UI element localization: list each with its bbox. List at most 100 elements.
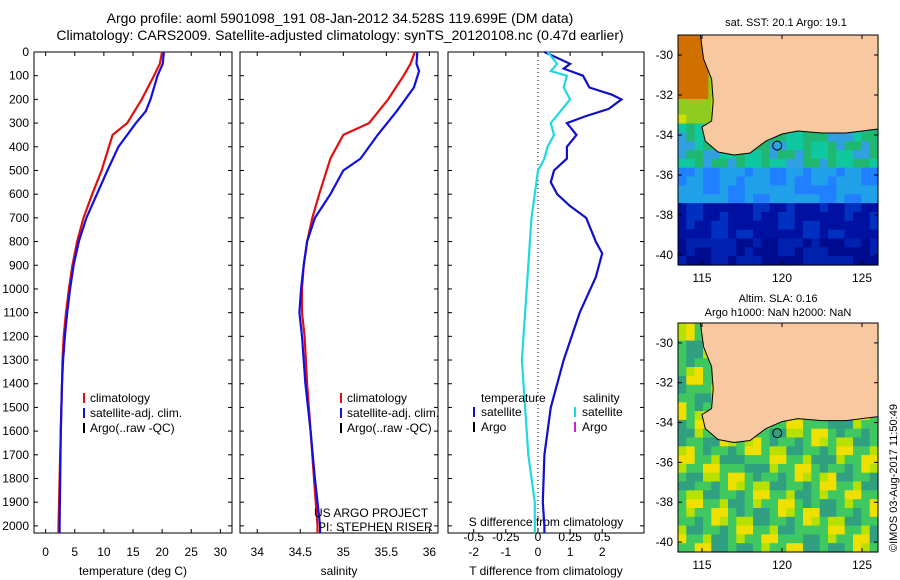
map-cell-sst-map [753, 238, 762, 248]
map-cell-sst-map [786, 211, 796, 222]
map-cell-sst-map [769, 247, 779, 257]
map-frame-sst-map [677, 34, 879, 266]
map-cell-sla-map [703, 472, 712, 483]
map-cell-sla-map [736, 516, 746, 527]
map-cell-sla-map [861, 437, 871, 447]
map-cell-sst-map [836, 150, 846, 160]
map-cell-sla-map [711, 472, 721, 483]
map-cell-sla-map [736, 437, 746, 447]
map-cell-sla-map [861, 428, 871, 439]
map-cell-sla-map [819, 490, 829, 500]
map-cell-sst-map [761, 229, 771, 239]
map-cell-sla-map [694, 384, 704, 395]
map-cell-sla-map [736, 543, 746, 553]
map-cell-sla-map [786, 490, 796, 500]
map-cell-sla-map [761, 472, 771, 483]
map-cell-sla-map [861, 446, 871, 456]
map-cell-sla-map [694, 331, 704, 342]
map-cell-sst-map [744, 229, 754, 239]
map-cell-sla-map [778, 472, 787, 483]
map-cell-sla-map [869, 463, 879, 474]
map-cell-sla-map [753, 455, 762, 465]
map-sst-map [678, 34, 879, 266]
map-cell-sst-map [694, 220, 704, 231]
map-cell-sla-map [853, 516, 862, 527]
map-cell-sst-map [719, 211, 729, 222]
map-cell-sst-map [803, 158, 812, 169]
map-cell-sst-map [853, 185, 862, 195]
map-cell-sst-map [686, 114, 696, 124]
map-cell-sst-map [828, 256, 837, 266]
map-y-tick-label-sla-map: -34 [656, 416, 674, 430]
map-cell-sst-map [703, 158, 712, 169]
map-cell-sla-map [778, 499, 787, 509]
y-tick-label: 100 [9, 69, 29, 83]
map-cell-sst-map [744, 150, 754, 160]
map-cell-sla-map [828, 508, 837, 518]
map-cell-sla-map [844, 508, 854, 518]
map-cell-sla-map [828, 490, 837, 500]
map-cell-sst-map [819, 203, 829, 213]
plot-frame-salinity [239, 51, 439, 534]
map-cell-sla-map [861, 472, 871, 483]
map-cell-sla-map [694, 437, 704, 447]
map-cell-sla-map [819, 437, 829, 447]
map-cell-sla-map [678, 490, 687, 500]
map-cell-sla-map [811, 534, 821, 544]
map-cell-sst-map [728, 203, 737, 213]
map-cell-sla-map [686, 384, 696, 395]
x-tick-label-differences: 1 [567, 545, 574, 559]
map-cell-sla-map [678, 411, 687, 421]
map-cell-sst-map [803, 132, 812, 142]
map-cell-sla-map [778, 490, 787, 500]
map-cell-sla-map [811, 419, 821, 430]
map-cell-sst-map [869, 150, 879, 160]
map-cell-sla-map [828, 534, 837, 544]
map-cell-sst-map [869, 211, 879, 222]
x-tick-label-differences: -2 [468, 545, 479, 559]
y-tick-label: 200 [9, 92, 29, 106]
map-cell-sst-map [694, 105, 704, 116]
map-cell-sst-map [744, 167, 754, 178]
map-cell-sla-map [694, 340, 704, 350]
pi-annotation: PI: STEPHEN RISER [318, 520, 433, 534]
map-cell-sla-map [819, 446, 829, 456]
map-cell-sst-map [769, 141, 779, 151]
map-cell-sla-map [678, 472, 687, 483]
y-tick-label: 300 [9, 116, 29, 130]
x-tick-label-temperature: 30 [214, 545, 228, 559]
map-cell-sla-map [694, 349, 704, 359]
map-cell-sst-map [778, 158, 787, 169]
map-cell-sst-map [778, 132, 787, 142]
map-cell-sla-map [836, 534, 846, 544]
map-cell-sla-map [711, 543, 721, 553]
map-cell-sst-map [794, 176, 804, 186]
map-cell-sst-map [803, 238, 812, 248]
map-cell-sla-map [719, 490, 729, 500]
map-cell-sst-map [869, 141, 879, 151]
map-cell-sst-map [869, 167, 879, 178]
argo-float-marker-sla-map [772, 428, 783, 439]
map-cell-sla-map [711, 516, 721, 527]
map-cell-sla-map [803, 543, 812, 553]
map-cell-sst-map [736, 247, 746, 257]
map-cell-sst-map [794, 256, 804, 266]
map-cell-sst-map [844, 158, 854, 169]
map-cell-sla-map [694, 411, 704, 421]
map-cell-sla-map [786, 472, 796, 483]
x-tick-label-salinity: 35 [337, 545, 351, 559]
map-cell-sla-map [694, 543, 704, 553]
map-cell-sst-map [686, 247, 696, 257]
y-tick-label: 1200 [2, 329, 29, 343]
map-cell-sst-map [828, 150, 837, 160]
map-cell-sst-map [761, 247, 771, 257]
map-cell-sla-map [686, 393, 696, 403]
map-cell-sst-map [678, 150, 687, 160]
map-cell-sst-map [753, 185, 762, 195]
x-axis-label-salinity: salinity [321, 564, 358, 578]
map-cell-sla-map [828, 472, 837, 483]
map-cell-sst-map [861, 150, 871, 160]
map-cell-sla-map [744, 455, 754, 465]
map-cell-sst-map [678, 141, 687, 151]
map-cell-sst-map [686, 132, 696, 142]
